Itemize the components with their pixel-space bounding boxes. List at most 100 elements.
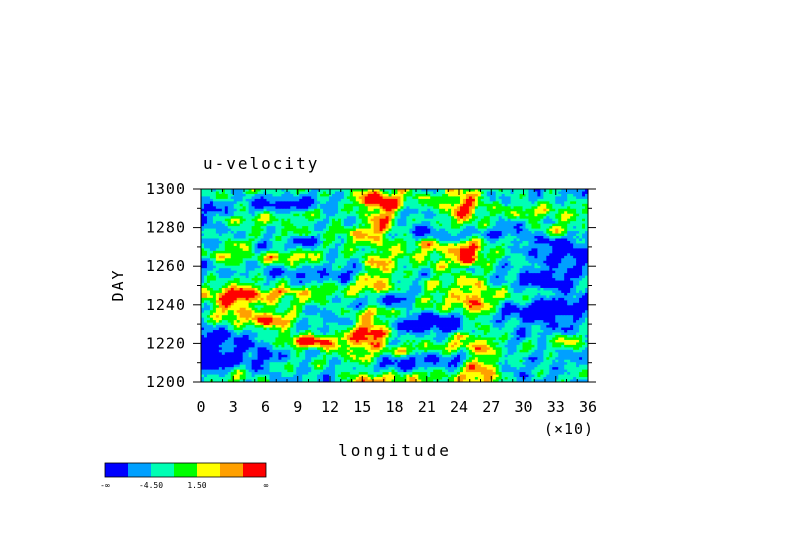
heatmap-cell [394,206,398,210]
heatmap-cell [477,253,482,257]
heatmap-cell [471,268,476,272]
heatmap-cell [314,280,318,284]
heatmap-cell [272,275,276,279]
heatmap-cell [457,208,461,212]
heatmap-cell [221,280,226,284]
heatmap-cell [421,208,425,212]
heatmap-cell [355,231,360,234]
heatmap-cell [305,238,309,242]
heatmap-cell [418,258,422,262]
heatmap-cell [201,213,205,217]
heatmap-cell [549,275,553,279]
heatmap-cell [278,250,282,254]
heatmap-cell [272,283,276,286]
heatmap-cell [343,283,348,286]
heatmap-cell [579,226,583,229]
heatmap-cell [391,226,395,229]
heatmap-cell [567,191,571,195]
heatmap-cell [329,240,333,244]
heatmap-cell [343,278,348,281]
heatmap-cell [498,245,503,249]
heatmap-cell [334,216,339,220]
heatmap-cell [251,211,255,215]
heatmap-cell [358,213,363,217]
heatmap-cell [257,275,261,279]
heatmap-cell [412,211,416,215]
heatmap-cell [570,263,574,267]
heatmap-cell [299,211,303,215]
heatmap-cell [439,270,443,274]
heatmap-cell [349,236,354,239]
heatmap-cell [459,206,464,210]
heatmap-cell [269,208,273,212]
heatmap-cell [561,191,565,195]
heatmap-cell [233,275,238,279]
heatmap-cell [486,226,491,229]
heatmap-cell [314,253,318,257]
heatmap-cell [448,191,452,195]
heatmap-cell [468,221,473,225]
heatmap-cell [525,191,529,195]
heatmap-cell [275,255,279,259]
heatmap-cell [486,245,491,249]
heatmap-cell [510,233,514,237]
heatmap-cell [462,273,467,276]
heatmap-cell [465,191,470,195]
heatmap-cell [582,206,586,210]
heatmap-cell [305,273,309,276]
heatmap-cell [352,221,357,225]
heatmap-cell [474,253,479,257]
heatmap-cell [477,268,482,272]
heatmap-cell [504,189,509,192]
heatmap-cell [448,213,452,217]
heatmap-cell [364,191,369,195]
heatmap-cell [388,231,392,234]
heatmap-cell [370,198,375,202]
heatmap-cell [224,240,229,244]
heatmap-cell [579,193,583,197]
heatmap-cell [576,278,580,281]
heatmap-cell [260,189,264,192]
heatmap-cell [436,218,440,222]
heatmap-cell [326,280,330,284]
heatmap-cell [546,278,550,281]
heatmap-cell [433,263,437,267]
heatmap-cell [501,265,506,269]
heatmap-cell [230,228,235,232]
heatmap-cell [340,255,345,259]
heatmap-cell [314,211,318,215]
heatmap-cell [516,221,520,225]
heatmap-cell [486,223,491,227]
heatmap-cell [305,223,309,227]
heatmap-cell [415,231,419,234]
heatmap-cell [403,255,407,259]
heatmap-cell [278,278,282,281]
heatmap-cell [364,223,369,227]
heatmap-cell [361,198,366,202]
heatmap-cell [385,228,389,232]
heatmap-cell [337,283,342,286]
heatmap-cell [266,218,270,222]
heatmap-cell [528,201,532,205]
heatmap-cell [421,193,425,197]
heatmap-cell [346,196,351,200]
heatmap-cell [513,258,517,262]
heatmap-cell [287,258,291,262]
heatmap-cell [570,198,574,202]
heatmap-cell [406,258,410,262]
heatmap-cell [433,223,437,227]
heatmap-cell [329,253,333,257]
heatmap-cell [421,245,425,249]
heatmap-cell [355,193,360,197]
heatmap-cell [504,245,509,249]
heatmap-cell [448,193,452,197]
heatmap-cell [296,238,300,242]
heatmap-cell [522,245,526,249]
heatmap-cell [334,240,339,244]
heatmap-cell [468,193,473,197]
heatmap-cell [260,245,264,249]
heatmap-cell [287,213,291,217]
heatmap-cell [462,250,467,254]
heatmap-cell [370,191,375,195]
heatmap-cell [287,211,291,215]
